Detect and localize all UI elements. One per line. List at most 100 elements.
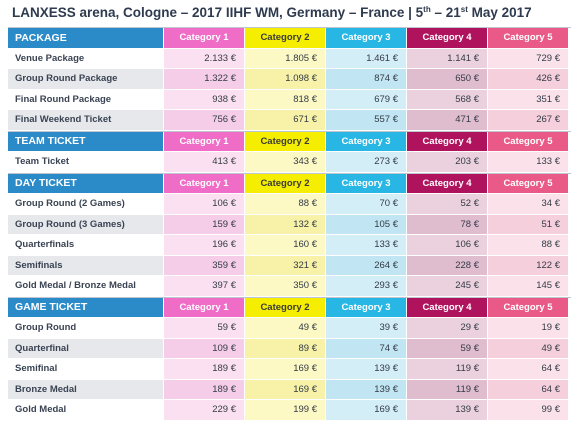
price-cell-category-4: 29 € <box>407 318 488 339</box>
price-cell-category-3: 874 € <box>326 69 407 90</box>
section-title: TEAM TICKET <box>8 131 164 152</box>
row-label: Quarterfinals <box>8 235 164 256</box>
price-cell-category-1: 159 € <box>164 214 245 235</box>
table-row: Group Round (3 Games) 159 €132 €105 €78 €… <box>8 214 571 235</box>
category-5-header: Category 5 <box>488 297 569 318</box>
price-cell-category-2: 1.805 € <box>245 48 326 69</box>
price-cell-category-4: 203 € <box>407 152 488 173</box>
table-row: Group Round Package 1.322 €1.098 €874 €65… <box>8 69 571 90</box>
table-row: Semifinal 189 €169 €139 €119 €64 € <box>8 359 571 380</box>
category-3-header: Category 3 <box>326 28 407 49</box>
title-prefix: LANXESS arena, Cologne – 2017 IIHF WM, G… <box>12 5 424 20</box>
price-cell-category-1: 189 € <box>164 359 245 380</box>
category-5-header: Category 5 <box>488 131 569 152</box>
price-cell-category-2: 199 € <box>245 400 326 421</box>
table-row: Quarterfinals 196 €160 €133 €106 €88 € <box>8 235 571 256</box>
table-row: Gold Medal 229 €199 €169 €139 €99 € <box>8 400 571 421</box>
price-cell-category-3: 169 € <box>326 400 407 421</box>
row-label: Group Round (3 Games) <box>8 214 164 235</box>
category-5-header: Category 5 <box>488 173 569 194</box>
price-cell-category-1: 1.322 € <box>164 69 245 90</box>
price-cell-category-3: 70 € <box>326 194 407 215</box>
title-superscript-th: th <box>423 5 431 14</box>
price-cell-category-5: 351 € <box>488 89 569 110</box>
price-cell-category-3: 273 € <box>326 152 407 173</box>
row-label: Semifinals <box>8 255 164 276</box>
category-2-header: Category 2 <box>245 297 326 318</box>
title-middle: – 21 <box>430 5 461 20</box>
price-cell-category-2: 671 € <box>245 110 326 131</box>
price-cell-category-4: 59 € <box>407 338 488 359</box>
price-cell-category-2: 343 € <box>245 152 326 173</box>
category-1-header: Category 1 <box>164 28 245 49</box>
table-row: Final Weekend Ticket 756 €671 €557 €471 €… <box>8 110 571 131</box>
price-cell-category-5: 729 € <box>488 48 569 69</box>
price-cell-category-1: 109 € <box>164 338 245 359</box>
price-cell-category-3: 139 € <box>326 359 407 380</box>
row-label: Group Round Package <box>8 69 164 90</box>
category-5-header: Category 5 <box>488 28 569 49</box>
title-superscript-st: st <box>460 5 468 14</box>
table-row: Group Round 59 €49 €39 €29 €19 € <box>8 318 571 339</box>
category-3-header: Category 3 <box>326 297 407 318</box>
price-cell-category-3: 679 € <box>326 89 407 110</box>
section-header-row: GAME TICKET Category 1 Category 2 Category … <box>8 297 571 318</box>
price-cell-category-3: 74 € <box>326 338 407 359</box>
price-cell-category-5: 64 € <box>488 359 569 380</box>
price-cell-category-2: 350 € <box>245 276 326 297</box>
price-cell-category-1: 2.133 € <box>164 48 245 69</box>
section-title: DAY TICKET <box>8 173 164 194</box>
price-cell-category-1: 106 € <box>164 194 245 215</box>
price-cell-category-2: 321 € <box>245 255 326 276</box>
price-cell-category-3: 557 € <box>326 110 407 131</box>
row-label: Gold Medal / Bronze Medal <box>8 276 164 297</box>
table-section: DAY TICKET Category 1 Category 2 Category 3… <box>8 172 571 297</box>
price-cell-category-5: 51 € <box>488 214 569 235</box>
row-label: Venue Package <box>8 48 164 69</box>
table-row: Semifinals 359 €321 €264 €228 €122 € <box>8 255 571 276</box>
section-header-row: PACKAGE Category 1 Category 2 Category 3 Cat… <box>8 28 571 49</box>
price-cell-category-4: 245 € <box>407 276 488 297</box>
category-3-header: Category 3 <box>326 173 407 194</box>
section-title: GAME TICKET <box>8 297 164 318</box>
row-label: Gold Medal <box>8 400 164 421</box>
category-1-header: Category 1 <box>164 297 245 318</box>
price-cell-category-2: 89 € <box>245 338 326 359</box>
price-cell-category-3: 1.461 € <box>326 48 407 69</box>
row-label: Group Round (2 Games) <box>8 194 164 215</box>
price-cell-category-4: 228 € <box>407 255 488 276</box>
price-cell-category-5: 426 € <box>488 69 569 90</box>
category-4-header: Category 4 <box>407 173 488 194</box>
category-3-header: Category 3 <box>326 131 407 152</box>
row-label: Quarterfinal <box>8 338 164 359</box>
table-row: Bronze Medal 189 €169 €139 €119 €64 € <box>8 379 571 400</box>
price-cell-category-5: 99 € <box>488 400 569 421</box>
row-label: Final Weekend Ticket <box>8 110 164 131</box>
price-cell-category-2: 169 € <box>245 379 326 400</box>
price-cell-category-4: 52 € <box>407 194 488 215</box>
price-cell-category-4: 650 € <box>407 69 488 90</box>
table-row: Venue Package 2.133 €1.805 €1.461 €1.141 … <box>8 48 571 69</box>
price-cell-category-5: 34 € <box>488 194 569 215</box>
category-2-header: Category 2 <box>245 173 326 194</box>
table-row: Quarterfinal 109 €89 €74 €59 €49 € <box>8 338 571 359</box>
price-cell-category-4: 78 € <box>407 214 488 235</box>
title-suffix: May 2017 <box>467 5 532 20</box>
row-label: Team Ticket <box>8 152 164 173</box>
category-2-header: Category 2 <box>245 28 326 49</box>
price-cell-category-1: 59 € <box>164 318 245 339</box>
price-cell-category-3: 264 € <box>326 255 407 276</box>
price-cell-category-2: 88 € <box>245 194 326 215</box>
price-cell-category-3: 139 € <box>326 379 407 400</box>
price-cell-category-4: 1.141 € <box>407 48 488 69</box>
section-header-row: TEAM TICKET Category 1 Category 2 Category … <box>8 131 571 152</box>
price-cell-category-5: 145 € <box>488 276 569 297</box>
price-cell-category-5: 122 € <box>488 255 569 276</box>
price-cell-category-2: 169 € <box>245 359 326 380</box>
price-cell-category-5: 88 € <box>488 235 569 256</box>
price-cell-category-1: 397 € <box>164 276 245 297</box>
price-cell-category-4: 119 € <box>407 379 488 400</box>
price-cell-category-2: 160 € <box>245 235 326 256</box>
price-cell-category-3: 39 € <box>326 318 407 339</box>
